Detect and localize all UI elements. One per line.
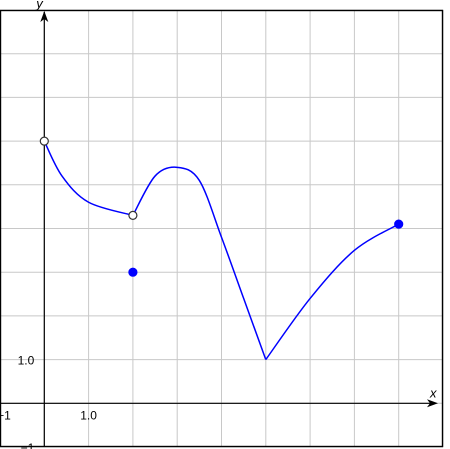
y-tick-label: 1.0 — [18, 354, 35, 368]
x-axis-arrow-icon — [427, 399, 438, 408]
curve-segment — [43, 140, 134, 217]
open-point — [128, 210, 138, 220]
curve-segment — [265, 223, 400, 361]
grid — [0, 9, 444, 448]
filled-point — [128, 267, 138, 277]
y-axis-label: y — [35, 0, 44, 11]
axes: x y — [0, 0, 438, 447]
filled-point — [394, 219, 404, 229]
open-point — [39, 136, 49, 146]
x-axis-label: x — [429, 385, 437, 400]
plot-frame — [0, 9, 444, 448]
y-axis-arrow-icon — [40, 11, 49, 22]
markers — [39, 136, 404, 277]
curves — [43, 140, 400, 361]
y-tick-label: −1 — [21, 441, 35, 449]
tick-labels: −1 1.0 −1 1.0 — [0, 354, 97, 449]
curve-segment — [132, 166, 267, 360]
x-tick-label: 1.0 — [80, 408, 97, 422]
x-tick-label: −1 — [0, 408, 11, 422]
